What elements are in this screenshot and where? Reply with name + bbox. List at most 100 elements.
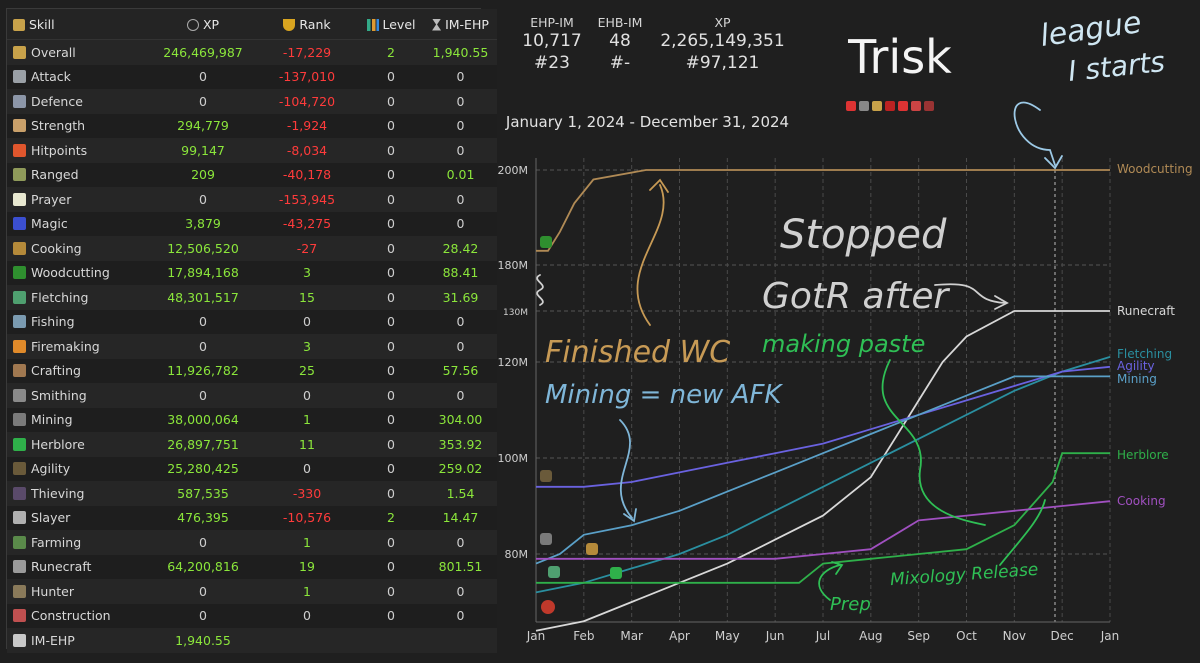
cell-xp: 0: [199, 338, 207, 354]
cell-skill-hitpoints[interactable]: Hitpoints: [7, 138, 150, 163]
table-row[interactable]: Attack 0 -137,010 0 0: [7, 64, 497, 90]
table-row[interactable]: Defence 0 -104,720 0 0: [7, 89, 497, 114]
cell-skill-construction[interactable]: Construction: [7, 604, 150, 629]
firemaking-icon: [13, 339, 26, 353]
xp-label: XP: [714, 15, 731, 30]
table-row[interactable]: Hitpoints 99,147 -8,034 0 0: [7, 138, 497, 163]
attack-icon: [13, 70, 26, 84]
cell-rank: 15: [299, 289, 315, 305]
cell-skill-attack[interactable]: Attack: [7, 65, 150, 90]
x-tick-label: Jan: [526, 629, 546, 643]
cell-skill-agility[interactable]: Agility: [7, 457, 150, 482]
table-row[interactable]: Herblore 26,897,751 11 0 353.92: [7, 432, 497, 457]
series-label-herblore: Herblore: [1117, 448, 1169, 462]
hourglass-icon: [432, 18, 442, 31]
cell-skill-woodcutting[interactable]: Woodcutting: [7, 261, 150, 286]
cell-ehp: 0: [456, 142, 465, 158]
cell-skill-smithing[interactable]: Smithing: [7, 383, 150, 408]
cell-rank: -40,178: [282, 167, 332, 183]
table-row[interactable]: Mining 38,000,064 1 0 304.00: [7, 407, 497, 433]
cell-level: 0: [387, 69, 395, 85]
table-row[interactable]: Crafting 11,926,782 25 0 57.56: [7, 358, 497, 384]
cell-ehp: 0: [456, 534, 465, 550]
cell-skill-defence[interactable]: Defence: [7, 89, 150, 114]
skill-name: Herblore: [31, 436, 85, 452]
cell-skill-cooking[interactable]: Cooking: [7, 236, 150, 261]
date-range[interactable]: January 1, 2024 - December 31, 2024: [505, 113, 790, 131]
series-label-cooking: Cooking: [1117, 494, 1166, 508]
table-row[interactable]: Woodcutting 17,894,168 3 0 88.41: [7, 260, 497, 286]
smithing-icon: [13, 388, 26, 402]
cell-skill-mining[interactable]: Mining: [7, 408, 150, 433]
cell-skill-ranged[interactable]: Ranged: [7, 163, 150, 188]
table-row[interactable]: Prayer 0 -153,945 0 0: [7, 187, 497, 212]
table-row[interactable]: Fletching 48,301,517 15 0 31.69: [7, 285, 497, 310]
cell-level: 0: [387, 118, 395, 134]
cell-skill-fishing[interactable]: Fishing: [7, 310, 150, 335]
cell-skill-fletching[interactable]: Fletching: [7, 285, 150, 310]
table-row[interactable]: Hunter 0 1 0 0: [7, 579, 497, 604]
table-row[interactable]: Thieving 587,535 -330 0 1.54: [7, 481, 497, 506]
table-row[interactable]: Slayer 476,395 -10,576 2 14.47: [7, 505, 497, 531]
xp-stat: XP 2,265,149,351 #97,121: [655, 15, 790, 74]
table-row[interactable]: Overall 246,469,987 -17,229 2 1,940.55: [7, 39, 497, 65]
header-xp-label: XP: [202, 16, 220, 32]
cell-ehp: 0: [456, 118, 465, 134]
cell-skill-herblore[interactable]: Herblore: [7, 432, 150, 457]
cell-skill-crafting[interactable]: Crafting: [7, 359, 150, 384]
table-row[interactable]: Farming 0 1 0 0: [7, 530, 497, 555]
cell-level: 0: [387, 289, 395, 305]
table-row[interactable]: Ranged 209 -40,178 0 0.01: [7, 162, 497, 188]
header-xp[interactable]: XP: [150, 9, 256, 40]
header-skill[interactable]: Skill: [7, 9, 150, 40]
fishing-icon: [13, 315, 26, 329]
x-tick-label: Nov: [1003, 629, 1026, 643]
herblore-icon: [13, 437, 26, 451]
cell-skill-firemaking[interactable]: Firemaking: [7, 334, 150, 359]
table-row[interactable]: Strength 294,779 -1,924 0 0: [7, 113, 497, 139]
cell-rank: 0: [303, 461, 311, 477]
header-ehp[interactable]: IM-EHP: [424, 9, 497, 40]
ehp-rank: #23: [534, 53, 570, 73]
ehp-label: EHP-IM: [530, 15, 574, 30]
table-row[interactable]: Magic 3,879 -43,275 0 0: [7, 211, 497, 237]
table-row[interactable]: Smithing 0 0 0 0: [7, 383, 497, 408]
table-row[interactable]: Runecraft 64,200,816 19 0 801.51: [7, 554, 497, 580]
cell-rank: 11: [299, 436, 315, 452]
cell-rank: 0: [303, 314, 311, 330]
header-level-label: Level: [382, 16, 416, 32]
table-row[interactable]: Firemaking 0 3 0 0: [7, 334, 497, 359]
skill-name: Magic: [31, 216, 68, 232]
cell-level: 0: [387, 608, 395, 624]
cell-skill-overall[interactable]: Overall: [7, 40, 150, 65]
cell-xp: 99,147: [181, 142, 225, 158]
table-row[interactable]: IM-EHP 1,940.55: [7, 628, 497, 653]
cell-skill-thieving[interactable]: Thieving: [7, 481, 150, 506]
chart-series-labels: Woodcutting Runecraft FletchingAgilityMini…: [1117, 162, 1193, 508]
cell-skill-im-ehp[interactable]: IM-EHP: [7, 628, 150, 653]
cell-skill-prayer[interactable]: Prayer: [7, 187, 150, 212]
cell-skill-magic[interactable]: Magic: [7, 212, 150, 237]
cell-skill-slayer[interactable]: Slayer: [7, 506, 150, 531]
xp-icon: [186, 18, 199, 31]
skill-table: Skill XP Rank Level IM-EHP Overall 246,46…: [7, 9, 497, 653]
cell-ehp: 1.54: [446, 485, 475, 501]
cell-rank: 3: [303, 265, 311, 281]
header-rank[interactable]: Rank: [256, 9, 358, 40]
cell-skill-strength[interactable]: Strength: [7, 114, 150, 139]
cell-xp: 294,779: [177, 118, 229, 134]
cell-xp: 26,897,751: [167, 436, 239, 452]
table-row[interactable]: Construction 0 0 0 0: [7, 603, 497, 629]
cell-skill-farming[interactable]: Farming: [7, 530, 150, 555]
cell-xp: 12,506,520: [167, 240, 239, 256]
table-row[interactable]: Cooking 12,506,520 -27 0 28.42: [7, 236, 497, 261]
badge-icon: [872, 101, 882, 111]
header-level[interactable]: Level: [358, 9, 424, 40]
table-row[interactable]: Fishing 0 0 0 0: [7, 309, 497, 335]
cell-ehp: 28.42: [442, 240, 479, 256]
cell-skill-hunter[interactable]: Hunter: [7, 579, 150, 604]
table-row[interactable]: Agility 25,280,425 0 0 259.02: [7, 456, 497, 482]
ehb-value: 48: [609, 31, 631, 51]
annotation-mining: Mining = new AFK: [545, 380, 782, 410]
cell-skill-runecraft[interactable]: Runecraft: [7, 555, 150, 580]
